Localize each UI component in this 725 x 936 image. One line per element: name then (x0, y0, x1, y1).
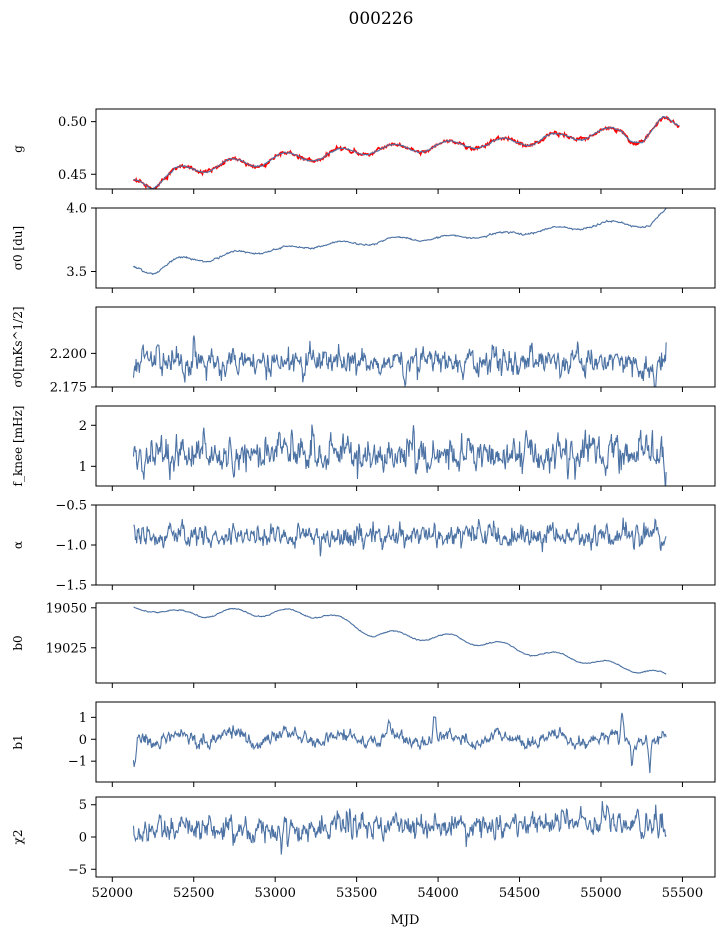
y-axis-label: σ0 [du] (11, 226, 25, 270)
y-tick-label: −1.0 (55, 539, 87, 554)
y-tick-label: 0 (79, 733, 87, 748)
panel-8: −5 0 5 52000 52500 53000 53500 54000 54500 55000 5… (11, 796, 716, 901)
y-axis-label: g (11, 145, 25, 153)
x-tick-label: 54000 (417, 886, 458, 901)
x-tick-label: 55000 (580, 886, 621, 901)
y-tick-label: −1 (68, 755, 87, 770)
axes-frame (95, 405, 716, 487)
y-tick-label: 19050 (46, 601, 87, 616)
y-tick-label: −5 (68, 863, 87, 878)
panel-5: −1.5 −1.0 −0.5 α (11, 499, 716, 594)
y-tick-label: −1.5 (55, 579, 87, 594)
series-line (133, 208, 667, 276)
y-tick-label: 1 (79, 711, 87, 726)
y-tick-label: 2.175 (50, 381, 87, 396)
x-axis-label: MJD (391, 913, 420, 928)
series-line (133, 517, 667, 557)
y-tick-label: 5 (79, 798, 87, 813)
series-line (132, 801, 667, 855)
x-tick-label: 53500 (336, 886, 377, 901)
x-tick-label: 53000 (255, 886, 296, 901)
y-axis-label: α (11, 541, 25, 549)
panel-1: 0.45 0.50 g (11, 108, 716, 194)
series-line (133, 115, 680, 189)
y-tick-label: 3.5 (66, 265, 87, 280)
y-axis-label: χ2 (11, 830, 25, 845)
axes-frame (95, 602, 716, 684)
y-axis-label: f_knee [mHz] (11, 406, 25, 487)
axes-frame (95, 207, 716, 289)
x-tick-label: 52000 (92, 886, 133, 901)
panel-2: 3.5 4.0 σ0 [du] (11, 202, 716, 293)
panel-6: 19025 19050 b0 (11, 601, 716, 688)
y-tick-label: 2.200 (50, 347, 87, 362)
y-axis-label: σ0[mKs^1/2] (11, 306, 25, 387)
panels: 0.45 0.50 g 3.5 4.0 σ0 [du] 2.175 2.200 σ0[mKs^1… (11, 108, 716, 901)
x-tick-label: 52500 (173, 886, 214, 901)
x-tick-label: 55500 (662, 886, 703, 901)
series-line (132, 335, 667, 387)
axes-frame (95, 108, 716, 190)
axes-frame (95, 306, 716, 388)
y-tick-label: 1 (79, 460, 87, 475)
axes-frame (95, 701, 716, 783)
y-tick-label: 0.45 (58, 168, 87, 183)
y-tick-label: −0.5 (55, 499, 87, 514)
y-axis-label: b1 (11, 734, 25, 749)
figure-title: 000226 (349, 9, 414, 29)
panel-3: 2.175 2.200 σ0[mKs^1/2] (11, 306, 716, 396)
y-tick-label: 4.0 (66, 202, 87, 217)
y-tick-label: 19025 (46, 641, 87, 656)
series-line (133, 606, 667, 675)
x-tick-label: 54500 (499, 886, 540, 901)
panel-7: −1 0 1 b1 (11, 701, 716, 787)
panel-4: 1 2 f_knee [mHz] (11, 405, 716, 491)
y-tick-label: 2 (79, 419, 87, 434)
series-line (132, 712, 667, 774)
series-line (132, 115, 680, 189)
axes-frame (95, 796, 716, 878)
y-tick-label: 0.50 (58, 115, 87, 130)
y-tick-label: 0 (79, 831, 87, 846)
y-axis-label: b0 (11, 635, 25, 650)
series-line (132, 424, 667, 486)
